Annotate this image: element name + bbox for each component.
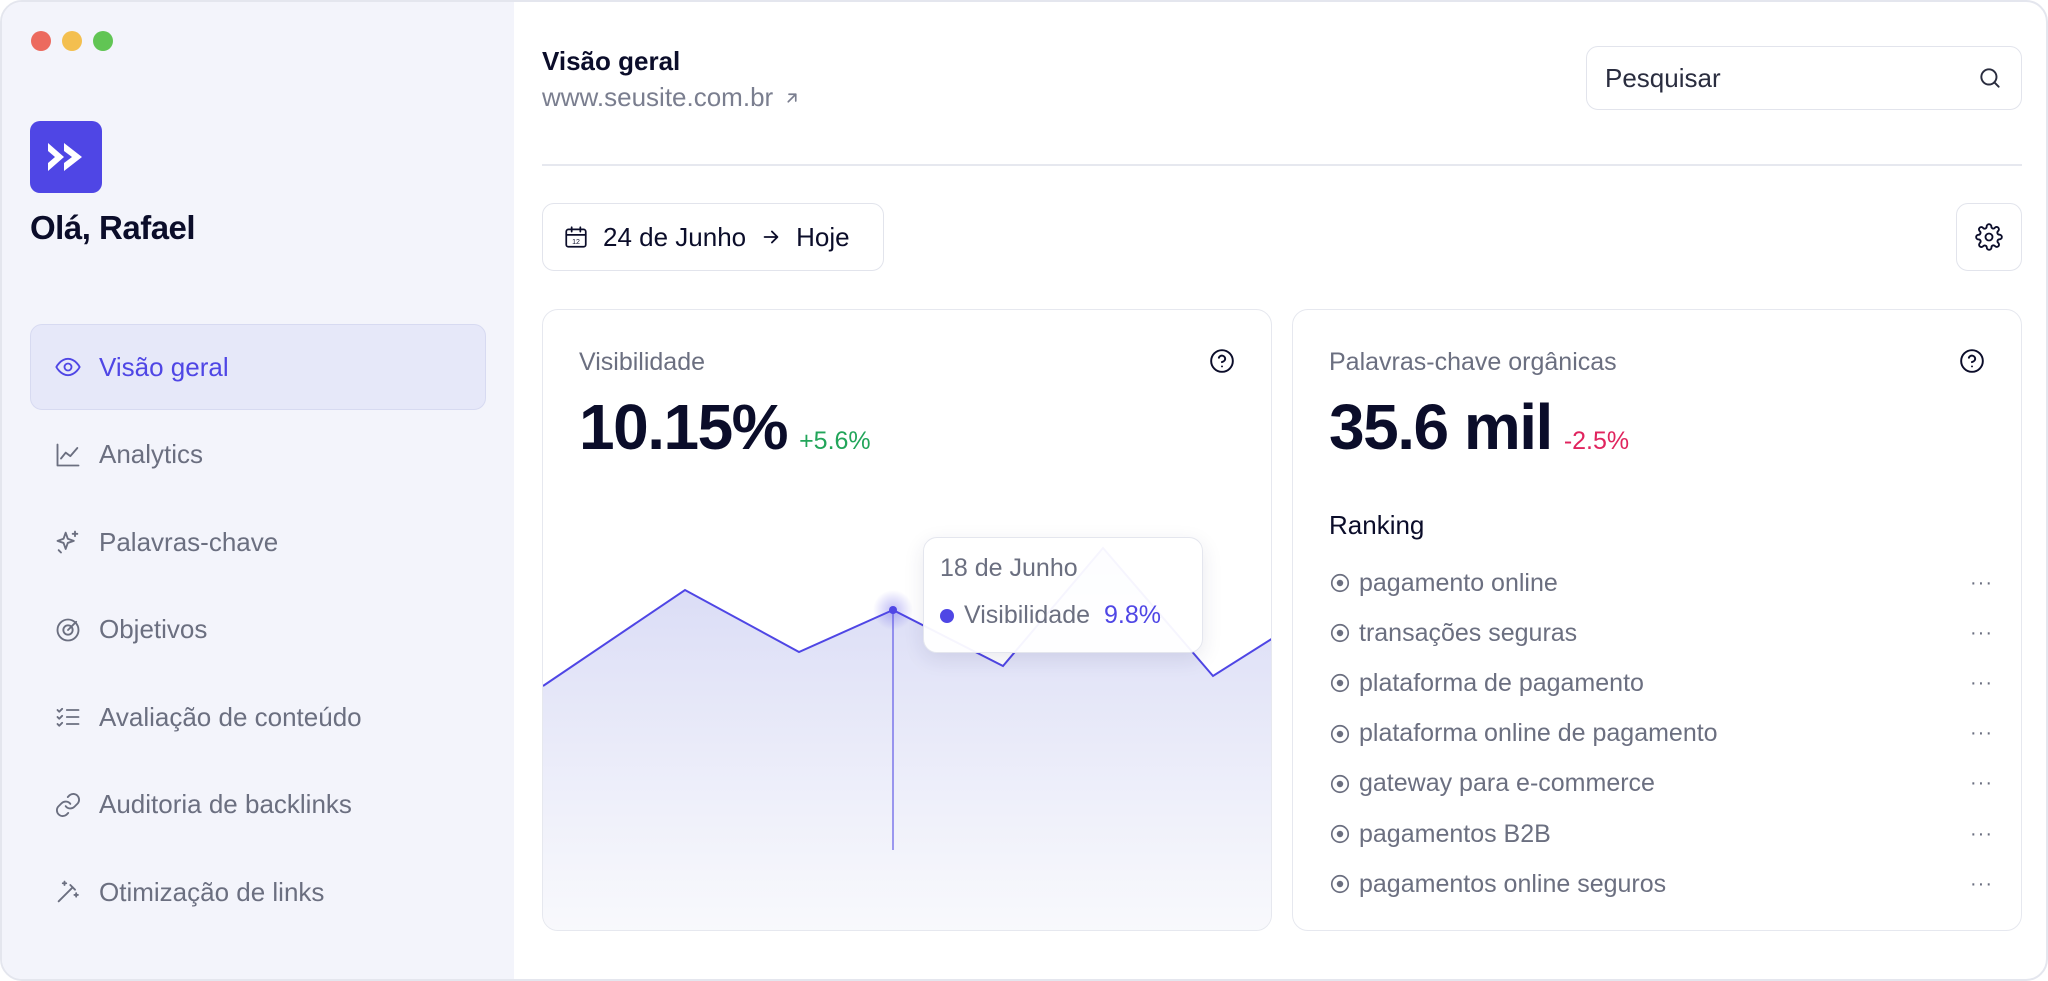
radio-target-icon <box>1330 624 1350 643</box>
sparkle-icon <box>53 527 83 557</box>
more-options-icon[interactable]: ··· <box>1970 772 1993 795</box>
magic-wand-icon <box>53 877 83 907</box>
close-window-button[interactable] <box>31 31 51 51</box>
ranking-keyword: plataforma online de pagamento <box>1359 719 1718 748</box>
ranking-keyword: pagamento online <box>1359 568 1558 597</box>
date-range-to: Hoje <box>796 221 850 252</box>
ranking-keyword: pagamentos B2B <box>1359 819 1551 848</box>
link-icon <box>53 790 83 820</box>
ranking-item[interactable]: pagamentos B2B ··· <box>1329 809 1993 859</box>
tooltip-row: Visibilidade 9.8% <box>940 601 1186 630</box>
sidebar-item-label: Otimização de links <box>99 876 325 907</box>
search-box[interactable] <box>1586 46 2022 110</box>
keywords-card: Palavras-chave orgânicas 35.6 mil -2.5% … <box>1292 309 2022 931</box>
tooltip-value: 9.8% <box>1104 601 1161 629</box>
radio-target-icon <box>1330 574 1350 593</box>
more-options-icon[interactable]: ··· <box>1970 621 1993 644</box>
greeting: Olá, Rafael <box>30 209 196 246</box>
ranking-keyword: plataforma de pagamento <box>1359 668 1644 697</box>
tooltip-series: Visibilidade <box>964 601 1091 629</box>
site-link[interactable]: www.seusite.com.br <box>542 82 801 113</box>
keywords-label: Palavras-chave orgânicas <box>1329 348 1617 376</box>
sidebar-item-objetivos[interactable]: Objetivos <box>30 587 486 673</box>
radio-target-icon <box>1330 875 1350 894</box>
ranking-keyword: pagamentos online seguros <box>1359 869 1667 898</box>
external-link-arrow-icon <box>787 92 797 103</box>
ranking-item[interactable]: transações seguras ··· <box>1329 608 1993 658</box>
sidebar-nav: Visão geral Analytics Palavras-chave Obj… <box>30 324 486 937</box>
search-icon[interactable] <box>1977 65 2003 91</box>
settings-button[interactable] <box>1956 203 2022 271</box>
eye-icon <box>53 352 83 382</box>
keywords-value: 35.6 mil <box>1329 391 1553 463</box>
sidebar-item-label: Visão geral <box>99 351 229 382</box>
date-range-picker[interactable]: 12 24 de Junho Hoje <box>542 203 884 271</box>
visibility-label: Visibilidade <box>579 348 706 376</box>
ranking-keyword: transações seguras <box>1359 618 1578 647</box>
sidebar-item-label: Avaliação de conteúdo <box>99 701 362 732</box>
more-options-icon[interactable]: ··· <box>1970 822 1993 845</box>
svg-text:12: 12 <box>572 239 580 246</box>
sidebar-item-otimizacao-de-links[interactable]: Otimização de links <box>30 849 486 935</box>
search-input[interactable] <box>1605 62 1977 94</box>
main-content: Visão geral www.seusite.com.br 12 24 de … <box>514 2 2046 979</box>
line-chart-icon <box>53 440 83 470</box>
visibility-chart[interactable] <box>543 460 1272 931</box>
ranking-title: Ranking <box>1329 510 1425 540</box>
gear-icon <box>1975 223 2003 251</box>
date-range-from: 24 de Junho <box>603 221 747 252</box>
visibility-delta: +5.6% <box>799 427 871 455</box>
help-icon[interactable] <box>1959 348 1985 374</box>
more-options-icon[interactable]: ··· <box>1970 872 1993 895</box>
sidebar-item-label: Palavras-chave <box>99 526 279 557</box>
app-logo[interactable] <box>30 121 102 193</box>
sidebar-item-avaliacao-de-conteudo[interactable]: Avaliação de conteúdo <box>30 674 486 760</box>
ranking-item[interactable]: pagamento online ··· <box>1329 558 1993 608</box>
page-title: Visão geral <box>542 46 681 76</box>
keywords-delta: -2.5% <box>1563 427 1630 455</box>
minimize-window-button[interactable] <box>62 31 82 51</box>
checklist-icon <box>53 702 83 732</box>
sidebar-item-label: Analytics <box>99 439 204 469</box>
tooltip-date: 18 de Junho <box>940 554 1078 582</box>
sidebar-item-label: Objetivos <box>99 614 208 644</box>
radio-target-icon <box>1330 774 1350 793</box>
ranking-list: pagamento online ··· transações seguras … <box>1329 558 1993 909</box>
sidebar-item-label: Auditoria de backlinks <box>99 789 352 819</box>
chart-tooltip: 18 de Junho Visibilidade 9.8% <box>923 537 1203 653</box>
sidebar-item-auditoria-de-backlinks[interactable]: Auditoria de backlinks <box>30 762 486 848</box>
sidebar-item-visao-geral[interactable]: Visão geral <box>30 324 486 410</box>
ranking-item[interactable]: plataforma de pagamento ··· <box>1329 658 1993 708</box>
keywords-metric: 35.6 mil -2.5% <box>1329 390 1629 464</box>
radio-target-icon <box>1330 724 1350 743</box>
calendar-icon: 12 <box>565 226 587 248</box>
sidebar-item-analytics[interactable]: Analytics <box>30 412 486 498</box>
visibility-value: 10.15% <box>579 391 789 463</box>
arrow-right-icon <box>763 230 779 244</box>
site-url: www.seusite.com.br <box>542 82 774 112</box>
hover-point[interactable] <box>889 606 897 614</box>
more-options-icon[interactable]: ··· <box>1970 671 1993 694</box>
ranking-item[interactable]: pagamentos online seguros ··· <box>1329 859 1993 909</box>
help-icon[interactable] <box>1209 348 1235 374</box>
sidebar: Olá, Rafael Visão geral Analytics Palavr… <box>2 2 514 979</box>
window-controls <box>31 31 113 51</box>
maximize-window-button[interactable] <box>93 31 113 51</box>
more-options-icon[interactable]: ··· <box>1970 722 1993 745</box>
more-options-icon[interactable]: ··· <box>1970 571 1993 594</box>
header-divider <box>542 164 2022 166</box>
sidebar-item-palavras-chave[interactable]: Palavras-chave <box>30 499 486 585</box>
ranking-item[interactable]: gateway para e-commerce ··· <box>1329 759 1993 809</box>
series-dot-icon <box>940 608 954 623</box>
ranking-item[interactable]: plataforma online de pagamento ··· <box>1329 709 1993 759</box>
visibility-metric: 10.15% +5.6% <box>579 390 871 464</box>
ranking-keyword: gateway para e-commerce <box>1359 769 1655 798</box>
fast-forward-logo-icon <box>48 143 82 171</box>
radio-target-icon <box>1330 824 1350 844</box>
target-icon <box>53 615 83 645</box>
visibility-card: Visibilidade 10.15% +5.6% <box>542 309 1272 931</box>
radio-target-icon <box>1330 674 1350 693</box>
